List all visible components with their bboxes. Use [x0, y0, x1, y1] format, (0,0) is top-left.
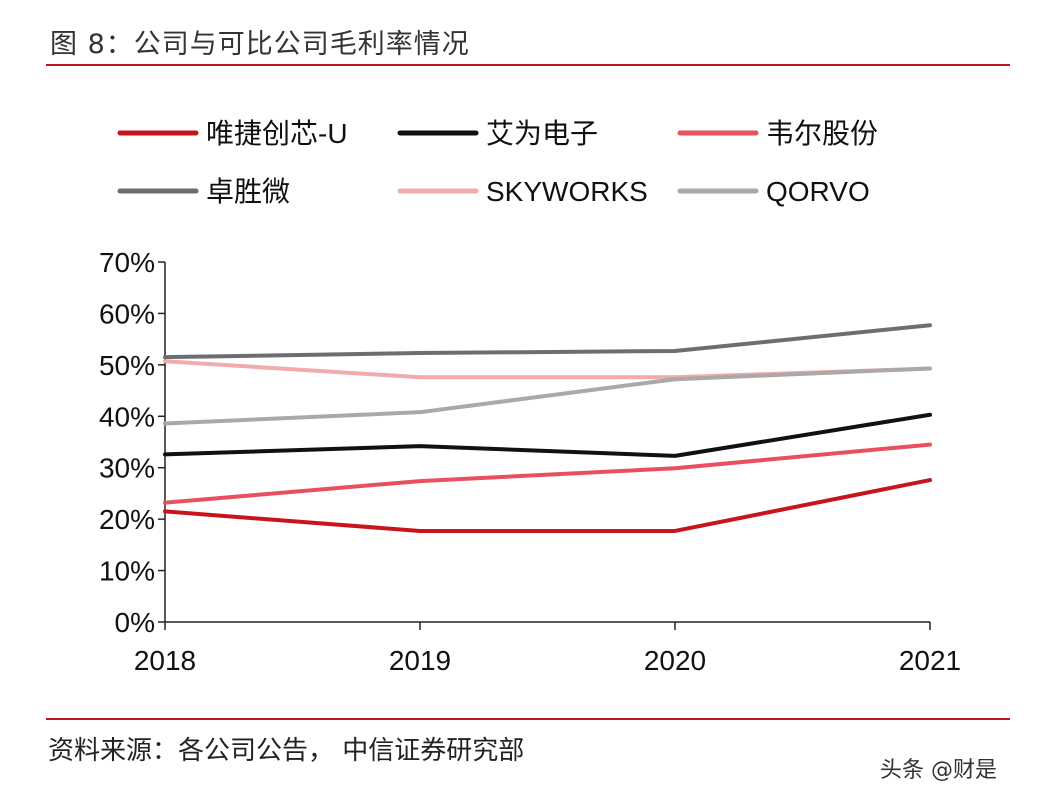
series-lines	[163, 323, 932, 533]
legend-label: QORVO	[766, 176, 870, 207]
legend-label: 艾为电子	[486, 118, 598, 149]
series-line-1	[163, 478, 932, 533]
y-tick-label: 70%	[99, 247, 155, 278]
series-line-3	[163, 442, 932, 505]
y-tick-label: 0%	[115, 607, 155, 638]
x-tick-label: 2019	[389, 645, 451, 676]
y-tick-label: 10%	[99, 556, 155, 587]
y-tick-label: 20%	[99, 504, 155, 535]
axes: 0% 10% 20% 30% 40% 50% 60% 70% 2018 2019 2020 2021	[99, 247, 961, 676]
x-tick-label: 2020	[644, 645, 706, 676]
y-tick-label: 60%	[99, 298, 155, 329]
legend-label: 卓胜微	[206, 176, 290, 207]
legend-label: 韦尔股份	[766, 118, 878, 149]
title-divider	[46, 64, 1010, 66]
legend-label: SKYWORKS	[486, 176, 648, 207]
source-note: 资料来源：各公司公告， 中信证券研究部	[48, 736, 525, 766]
source-divider	[46, 718, 1010, 720]
figure-title: 图 8：公司与可比公司毛利率情况	[50, 29, 470, 60]
y-tick-label: 30%	[99, 453, 155, 484]
series-line-4	[163, 323, 932, 360]
x-tick-label: 2021	[899, 645, 961, 676]
x-tick-label: 2018	[134, 645, 196, 676]
series-line-2	[163, 412, 932, 458]
legend-label: 唯捷创芯-U	[206, 118, 348, 149]
y-tick-label: 40%	[99, 401, 155, 432]
y-tick-label: 50%	[99, 350, 155, 381]
series-line-6	[163, 366, 932, 426]
watermark: 头条 @财是	[880, 758, 997, 783]
